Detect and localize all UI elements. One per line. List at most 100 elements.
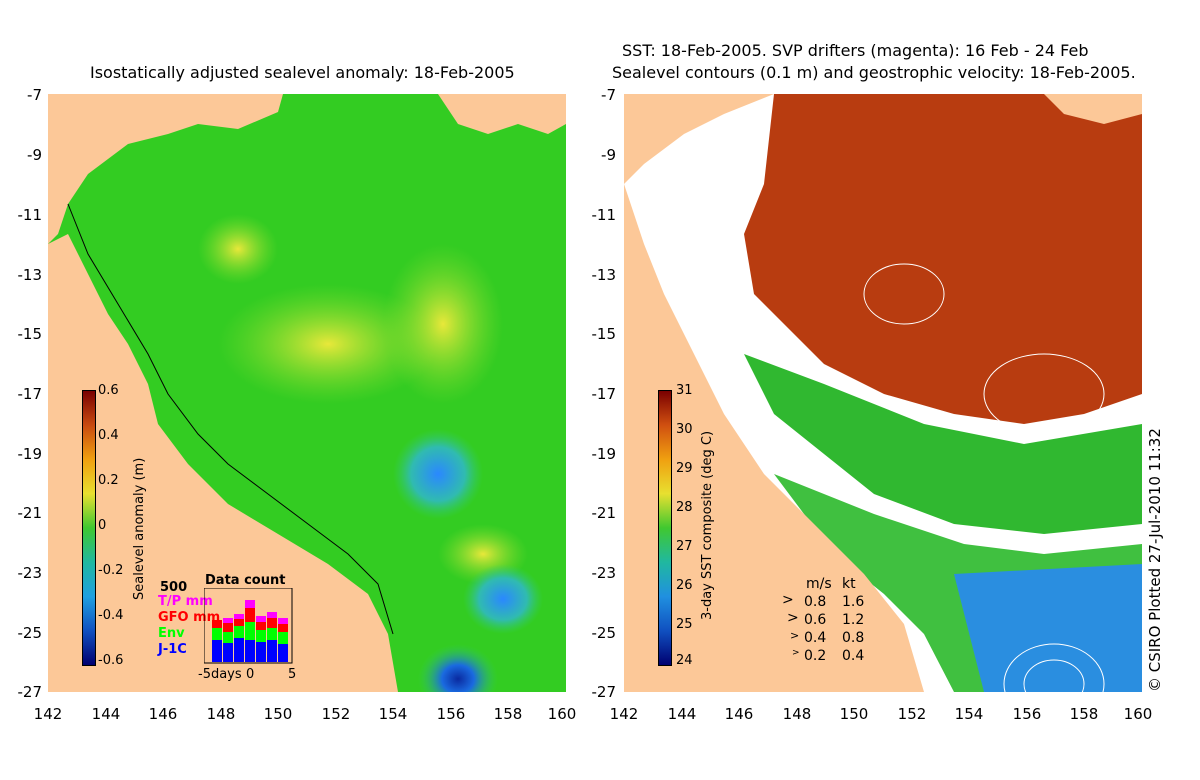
sealevel-colorbar xyxy=(82,390,96,666)
x-tick: 158 xyxy=(493,705,523,723)
series-gfo: GFO mm xyxy=(158,610,221,625)
x-tick: 146 xyxy=(724,705,754,723)
y-tick: -15 xyxy=(591,325,617,343)
cb-tick: 26 xyxy=(676,578,693,593)
australia-land xyxy=(48,94,283,244)
x-tick: 142 xyxy=(609,705,639,723)
y-tick: -11 xyxy=(17,206,43,224)
speed-ms: 0.6 xyxy=(804,612,827,628)
x-tick: 150 xyxy=(839,705,869,723)
y-tick: -27 xyxy=(17,683,43,701)
cb-tick: 27 xyxy=(676,539,693,554)
y-tick: -9 xyxy=(27,146,42,164)
y-tick: -7 xyxy=(27,86,42,104)
sst-warm-region xyxy=(744,94,1142,424)
y-tick: -21 xyxy=(17,504,43,522)
data-count-x-mid: 0 xyxy=(246,667,255,682)
y-tick: -25 xyxy=(17,624,43,642)
x-tick: 158 xyxy=(1069,705,1099,723)
sealevel-map xyxy=(48,94,566,692)
y-tick: -27 xyxy=(591,683,617,701)
x-tick: 148 xyxy=(206,705,236,723)
x-tick: 152 xyxy=(321,705,351,723)
left-title: Isostatically adjusted sealevel anomaly:… xyxy=(90,63,515,82)
cb-tick: 0 xyxy=(98,518,107,533)
right-title-line2: Sealevel contours (0.1 m) and geostrophi… xyxy=(612,63,1136,82)
speed-ms: 0.8 xyxy=(804,594,827,610)
sealevel-colorbar-label: Sealevel anomaly (m) xyxy=(132,457,147,600)
x-tick: 154 xyxy=(378,705,408,723)
speed-arrow-icon: > xyxy=(790,629,800,642)
y-tick: -9 xyxy=(601,146,616,164)
cb-tick: -0.2 xyxy=(98,563,124,578)
x-tick: 150 xyxy=(263,705,293,723)
cb-tick: 28 xyxy=(676,500,693,515)
sst-land xyxy=(624,94,774,184)
speed-header-ms: m/s xyxy=(806,576,832,592)
sst-land-png xyxy=(1044,94,1142,124)
x-tick: 144 xyxy=(667,705,697,723)
speed-header-kt: kt xyxy=(842,576,856,592)
sst-mid-region xyxy=(744,354,1142,534)
x-tick: 146 xyxy=(148,705,178,723)
y-tick: -19 xyxy=(591,445,617,463)
series-tp: T/P mm xyxy=(158,594,213,609)
cb-tick: 29 xyxy=(676,461,693,476)
x-tick: 160 xyxy=(1123,705,1153,723)
cb-tick: 0.4 xyxy=(98,428,119,443)
y-tick: -19 xyxy=(17,445,43,463)
y-tick: -21 xyxy=(591,504,617,522)
x-tick: 142 xyxy=(33,705,63,723)
cb-tick: 30 xyxy=(676,422,693,437)
y-tick: -17 xyxy=(17,385,43,403)
data-count-bars xyxy=(204,588,293,664)
data-count-x-start: -5days xyxy=(198,667,242,682)
x-tick: 160 xyxy=(547,705,577,723)
credit-text: © CSIRO Plotted 27-Jul-2010 11:32 xyxy=(1146,428,1164,692)
y-tick: -11 xyxy=(591,206,617,224)
cb-tick: -0.4 xyxy=(98,608,124,623)
cb-tick: 25 xyxy=(676,617,693,632)
x-tick: 148 xyxy=(782,705,812,723)
y-tick: -7 xyxy=(601,86,616,104)
sst-land-coast xyxy=(624,184,924,692)
x-tick: 154 xyxy=(954,705,984,723)
sealevel-map-graphic xyxy=(48,94,566,692)
sst-map-graphic xyxy=(624,94,1142,692)
speed-ms: 0.4 xyxy=(804,630,827,646)
y-tick: -13 xyxy=(17,266,43,284)
speed-kt: 0.8 xyxy=(842,630,865,646)
sst-colorbar-label: 3-day SST composite (deg C) xyxy=(700,430,715,620)
cb-tick: 0.6 xyxy=(98,383,119,398)
speed-kt: 1.6 xyxy=(842,594,865,610)
y-tick: -23 xyxy=(591,564,617,582)
sst-colorbar xyxy=(658,390,672,666)
sst-map xyxy=(624,94,1142,692)
speed-arrow-icon: > xyxy=(787,610,799,626)
x-tick: 144 xyxy=(91,705,121,723)
x-tick: 156 xyxy=(1012,705,1042,723)
x-tick: 152 xyxy=(897,705,927,723)
queensland-coast xyxy=(48,234,398,692)
y-tick: -23 xyxy=(17,564,43,582)
series-env: Env xyxy=(158,626,185,641)
y-tick: -25 xyxy=(591,624,617,642)
cb-tick: 31 xyxy=(676,383,693,398)
sealevel-contours xyxy=(863,263,1105,692)
speed-arrow-icon: > xyxy=(782,592,794,608)
speed-kt: 1.2 xyxy=(842,612,865,628)
speed-kt: 0.4 xyxy=(842,648,865,664)
data-count-x-end: 5 xyxy=(288,667,297,682)
png-land xyxy=(438,94,566,134)
x-tick: 156 xyxy=(436,705,466,723)
right-title-line1: SST: 18-Feb-2005. SVP drifters (magenta)… xyxy=(622,41,1089,60)
data-count-max: 500 xyxy=(160,580,188,595)
speed-arrow-icon: > xyxy=(792,648,800,658)
y-tick: -15 xyxy=(17,325,43,343)
cb-tick: -0.6 xyxy=(98,653,124,668)
data-count-title: Data count xyxy=(205,573,286,588)
y-tick: -13 xyxy=(591,266,617,284)
series-j1c: J-1C xyxy=(158,642,187,657)
sst-cool-region xyxy=(954,564,1142,692)
speed-ms: 0.2 xyxy=(804,648,827,664)
